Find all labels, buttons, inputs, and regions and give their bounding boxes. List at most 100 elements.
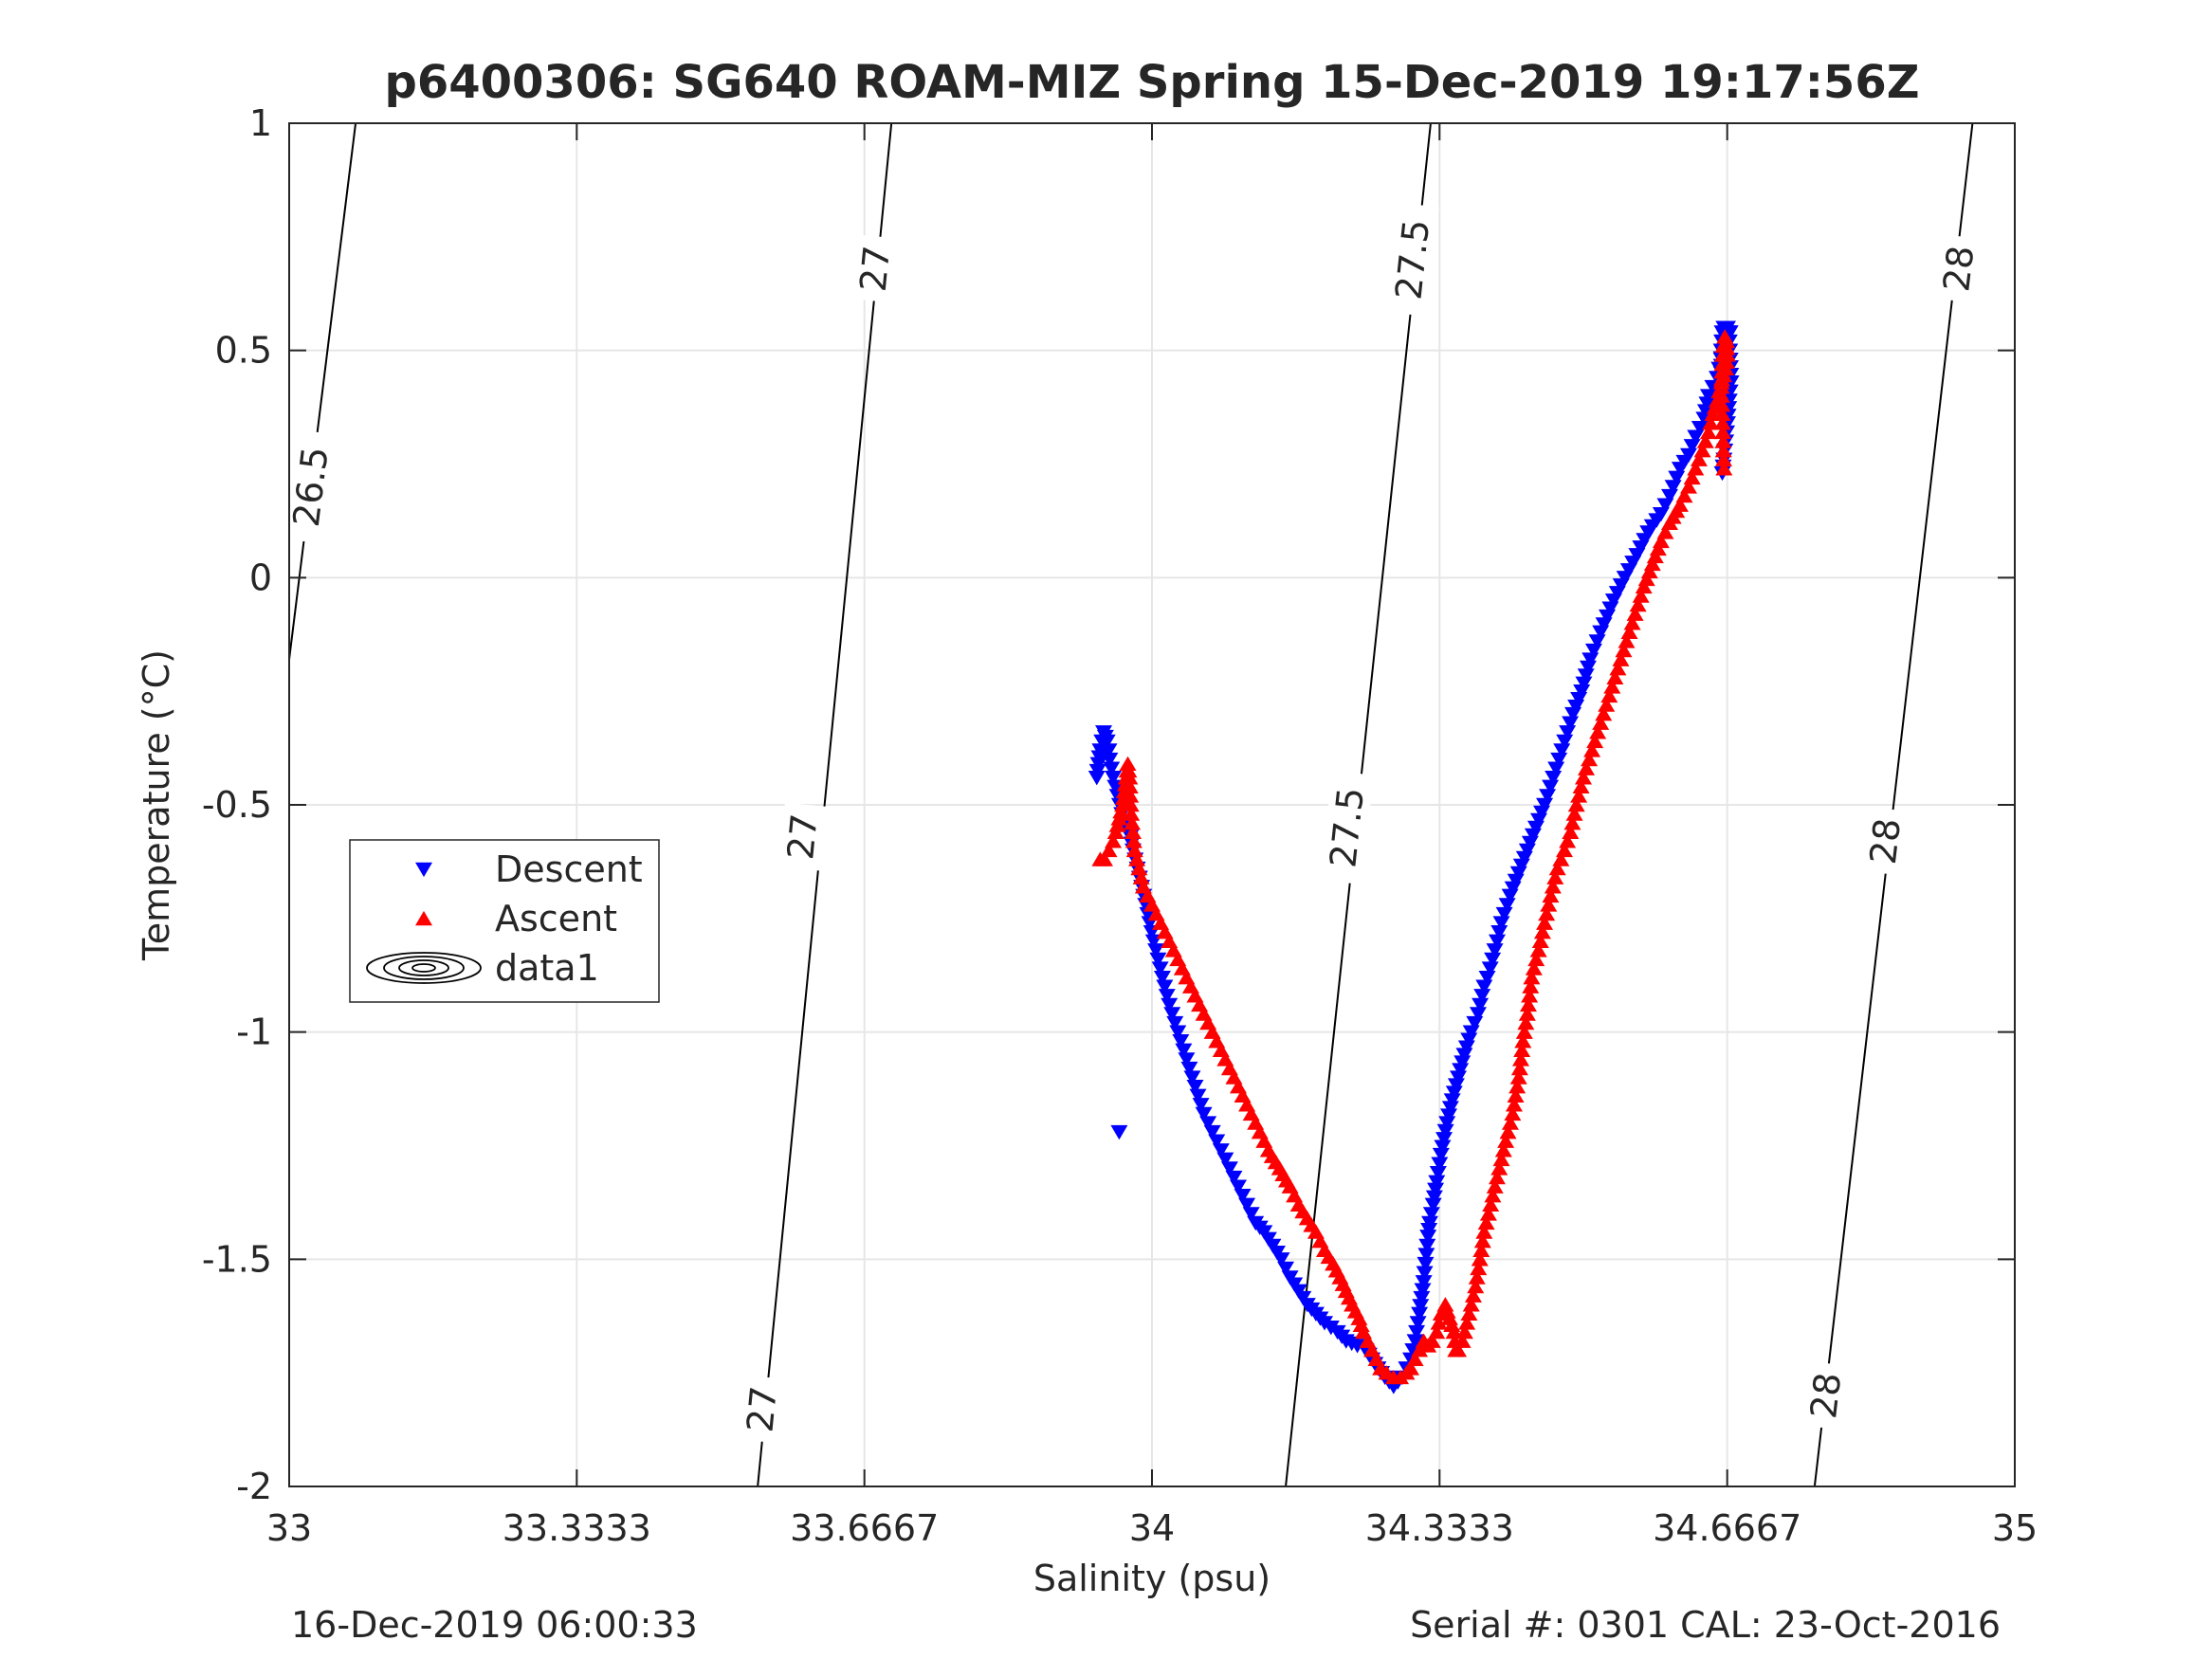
descent-point	[1699, 389, 1717, 404]
y-tick-label: 0	[249, 556, 272, 598]
ascent-point	[1212, 1042, 1230, 1058]
ascent-point	[1578, 760, 1596, 775]
ascent-point	[1567, 796, 1585, 812]
descent-point	[1441, 1101, 1459, 1116]
ascent-point	[1531, 933, 1549, 948]
ascent-point	[1134, 879, 1152, 894]
descent-point	[1512, 858, 1530, 874]
descent-point	[1486, 943, 1504, 958]
ascent-point	[1600, 687, 1618, 703]
ascent-point	[1595, 706, 1613, 721]
ascent-point	[1712, 374, 1730, 390]
y-axis-label: Temperature (°C)	[136, 649, 177, 961]
descent-point	[1147, 943, 1165, 958]
descent-point	[1721, 325, 1739, 340]
descent-point	[1447, 1078, 1465, 1093]
ascent-point	[1372, 1360, 1390, 1376]
descent-point	[1457, 1040, 1475, 1055]
ascent-point	[1173, 960, 1191, 975]
ascent-point	[1522, 978, 1540, 994]
descent-point	[1580, 660, 1598, 676]
isopycnal-label: 27.5	[1385, 202, 1439, 317]
descent-point	[1424, 1197, 1442, 1212]
descent-point	[1095, 725, 1113, 740]
ascent-point	[1108, 817, 1126, 832]
isopycnal-label-text: 26.5	[285, 445, 337, 529]
descent-point	[1432, 1147, 1450, 1163]
descent-point	[1425, 1190, 1443, 1205]
descent-point	[1628, 548, 1646, 563]
descent-point	[1595, 617, 1613, 632]
ascent-point	[1471, 1251, 1489, 1267]
descent-point	[1436, 1123, 1454, 1139]
ascent-point	[1615, 642, 1633, 658]
contour-ring	[366, 952, 482, 984]
x-tick-label: 34.6667	[1653, 1507, 1801, 1549]
descent-point	[1192, 1098, 1210, 1113]
ascent-point	[1289, 1196, 1307, 1212]
descent-point	[1624, 556, 1642, 571]
descent-point	[1153, 970, 1171, 986]
ascent-point	[1603, 679, 1621, 694]
isopycnal-label-gap	[1320, 770, 1374, 884]
ascent-point	[1195, 1006, 1213, 1021]
descent-point	[1415, 1275, 1433, 1290]
series-descent	[1088, 320, 1740, 1395]
ascent-point	[1501, 1115, 1519, 1130]
descent-point	[1406, 1334, 1424, 1349]
descent-point	[1636, 533, 1654, 548]
ascent-point	[1494, 1142, 1512, 1158]
ascent-point	[1125, 842, 1143, 858]
isopycnal-label-text: 27.5	[1322, 786, 1372, 870]
isopycnal-label-gap	[1801, 1360, 1851, 1431]
ascent-point	[1507, 1087, 1525, 1103]
isopycnal-label-text: 28	[1862, 816, 1909, 866]
descent-point	[1521, 835, 1539, 851]
contour-legend-icon	[366, 952, 482, 984]
ascent-point	[1169, 951, 1187, 967]
descent-point	[1438, 1116, 1456, 1131]
ascent-point	[1575, 770, 1592, 785]
ascent-point	[1460, 1305, 1478, 1322]
isopycnal-line	[1813, 122, 1974, 1487]
descent-point	[1501, 888, 1519, 903]
chart-title: p6400306: SG640 ROAM-MIZ Spring 15-Dec-2…	[384, 56, 1919, 109]
x-tick-label: 33.6667	[790, 1507, 939, 1549]
descent-point	[1612, 578, 1630, 593]
ascent-point	[1475, 1224, 1493, 1239]
ascent-point	[1509, 1069, 1527, 1085]
ascent-point	[1715, 461, 1733, 476]
ascent-point	[1598, 697, 1616, 712]
ascent-point	[1473, 1233, 1491, 1249]
descent-point	[1166, 1015, 1184, 1031]
descent-point	[1408, 1324, 1426, 1340]
descent-point	[1417, 1256, 1435, 1272]
ascent-point	[1128, 851, 1146, 866]
descent-point	[1484, 952, 1502, 968]
ascent-point	[1715, 451, 1733, 466]
ascent-point	[1124, 815, 1142, 830]
series-ascent	[1091, 329, 1736, 1385]
ascent-point	[1710, 383, 1728, 399]
ascent-point	[1208, 1033, 1226, 1048]
descent-point	[1604, 593, 1622, 609]
descent-point	[1172, 1034, 1190, 1049]
legend-label: Descent	[495, 848, 643, 890]
ascent-point	[1609, 661, 1627, 676]
ascent-point	[1612, 651, 1630, 666]
ascent-point	[1713, 415, 1731, 430]
y-tick-label: -1.5	[202, 1238, 272, 1280]
descent-point	[1178, 1052, 1196, 1067]
ascent-point	[1247, 1115, 1265, 1130]
ascent-point	[1468, 1269, 1486, 1285]
isopycnal-label-gap	[738, 1375, 786, 1444]
ascent-point	[1592, 715, 1610, 730]
ascent-point	[1139, 887, 1157, 903]
ascent-point	[1581, 751, 1599, 767]
isopycnal-label-text: 27	[739, 1384, 785, 1433]
ascent-point	[1515, 1024, 1533, 1039]
ascent-point	[1112, 804, 1130, 819]
descent-point	[1691, 420, 1709, 436]
ascent-point	[1544, 879, 1562, 894]
ascent-point	[1479, 1206, 1497, 1221]
